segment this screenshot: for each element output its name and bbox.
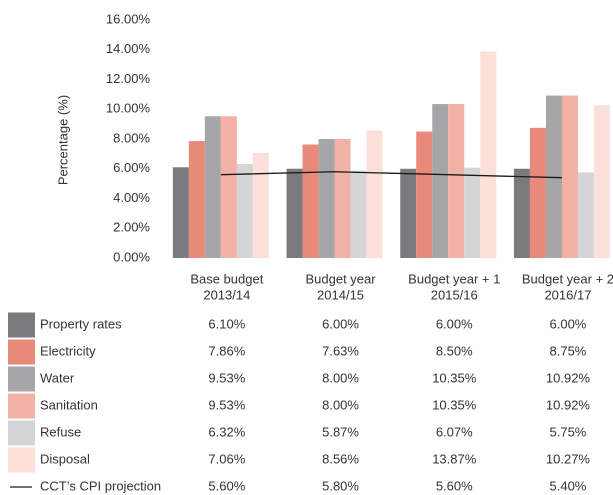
bar <box>302 144 319 258</box>
bar <box>188 141 205 258</box>
bar <box>593 105 610 258</box>
table-value: 13.87% <box>432 451 477 466</box>
legend-label: Disposal <box>40 451 90 466</box>
legend-swatch <box>8 312 35 338</box>
bar <box>464 167 481 258</box>
legend-label: CCT’s CPI projection <box>40 478 161 493</box>
y-tick-label: 10.00% <box>106 101 151 116</box>
legend-label: Electricity <box>40 343 96 358</box>
table-value: 10.92% <box>546 370 591 385</box>
table-value: 7.06% <box>208 451 245 466</box>
legend-swatch <box>8 366 35 392</box>
table-value: 10.92% <box>546 397 591 412</box>
table-value: 9.53% <box>208 397 245 412</box>
table-value: 10.35% <box>432 370 477 385</box>
table-value: 7.86% <box>208 343 245 358</box>
y-tick-label: 2.00% <box>113 220 150 235</box>
y-tick-label: 6.00% <box>113 160 150 175</box>
x-tick-label: Budget year <box>305 271 376 286</box>
bar <box>204 116 221 259</box>
bar <box>416 131 433 258</box>
bar <box>350 170 367 258</box>
x-tick-label: Budget year + 1 <box>408 271 500 286</box>
bar <box>432 104 449 258</box>
x-tick-label: 2014/15 <box>317 287 364 302</box>
legend-label: Water <box>40 370 75 385</box>
bar <box>366 130 383 258</box>
bar <box>577 172 594 258</box>
bar <box>236 163 253 258</box>
cpi-line <box>220 171 562 179</box>
table-value: 9.53% <box>208 370 245 385</box>
bar <box>400 168 417 258</box>
legend-swatch <box>8 393 35 419</box>
table-value: 10.35% <box>432 397 477 412</box>
table-value: 8.00% <box>322 397 359 412</box>
table-value: 6.32% <box>208 424 245 439</box>
table-value: 6.00% <box>550 316 587 331</box>
table-value: 7.63% <box>322 343 359 358</box>
legend-label: Refuse <box>40 424 81 439</box>
table-value: 6.07% <box>436 424 473 439</box>
bar <box>448 104 465 258</box>
table-value: 8.56% <box>322 451 359 466</box>
legend-swatch <box>8 447 35 473</box>
bar <box>220 116 237 259</box>
x-tick-label: 2013/14 <box>203 287 250 302</box>
bar <box>561 95 578 258</box>
y-tick-label: 14.00% <box>106 41 151 56</box>
table-value: 8.00% <box>322 370 359 385</box>
bar <box>334 139 351 258</box>
bar <box>252 152 269 258</box>
table-value: 6.00% <box>322 316 359 331</box>
table-value: 10.27% <box>546 451 591 466</box>
x-tick-label: Base budget <box>190 271 263 286</box>
bar <box>513 168 530 258</box>
y-tick-label: 0.00% <box>113 249 150 264</box>
table-value: 5.87% <box>322 424 359 439</box>
table-value: 5.60% <box>436 478 473 493</box>
bar <box>286 168 303 258</box>
table-value: 5.80% <box>322 478 359 493</box>
y-axis-label: Percentage (%) <box>55 95 70 185</box>
y-tick-label: 4.00% <box>113 190 150 205</box>
table-value: 5.40% <box>550 478 587 493</box>
x-tick-label: 2015/16 <box>431 287 478 302</box>
bar <box>529 127 546 258</box>
legend-label: Property rates <box>40 316 122 331</box>
x-tick-label: 2016/17 <box>544 287 591 302</box>
table-value: 6.00% <box>436 316 473 331</box>
legend-label: Sanitation <box>40 397 98 412</box>
table-value: 5.60% <box>208 478 245 493</box>
legend-swatch <box>8 420 35 446</box>
y-tick-label: 12.00% <box>106 71 151 86</box>
table-value: 8.50% <box>436 343 473 358</box>
bar <box>318 139 335 258</box>
y-tick-label: 16.00% <box>106 11 151 26</box>
bar <box>545 95 562 258</box>
x-tick-label: Budget year + 2 <box>522 271 613 286</box>
legend-swatch <box>8 339 35 365</box>
y-tick-label: 8.00% <box>113 130 150 145</box>
table-value: 5.75% <box>550 424 587 439</box>
table-value: 8.75% <box>550 343 587 358</box>
table-value: 6.10% <box>208 316 245 331</box>
bar <box>172 167 189 258</box>
bar <box>480 51 497 259</box>
